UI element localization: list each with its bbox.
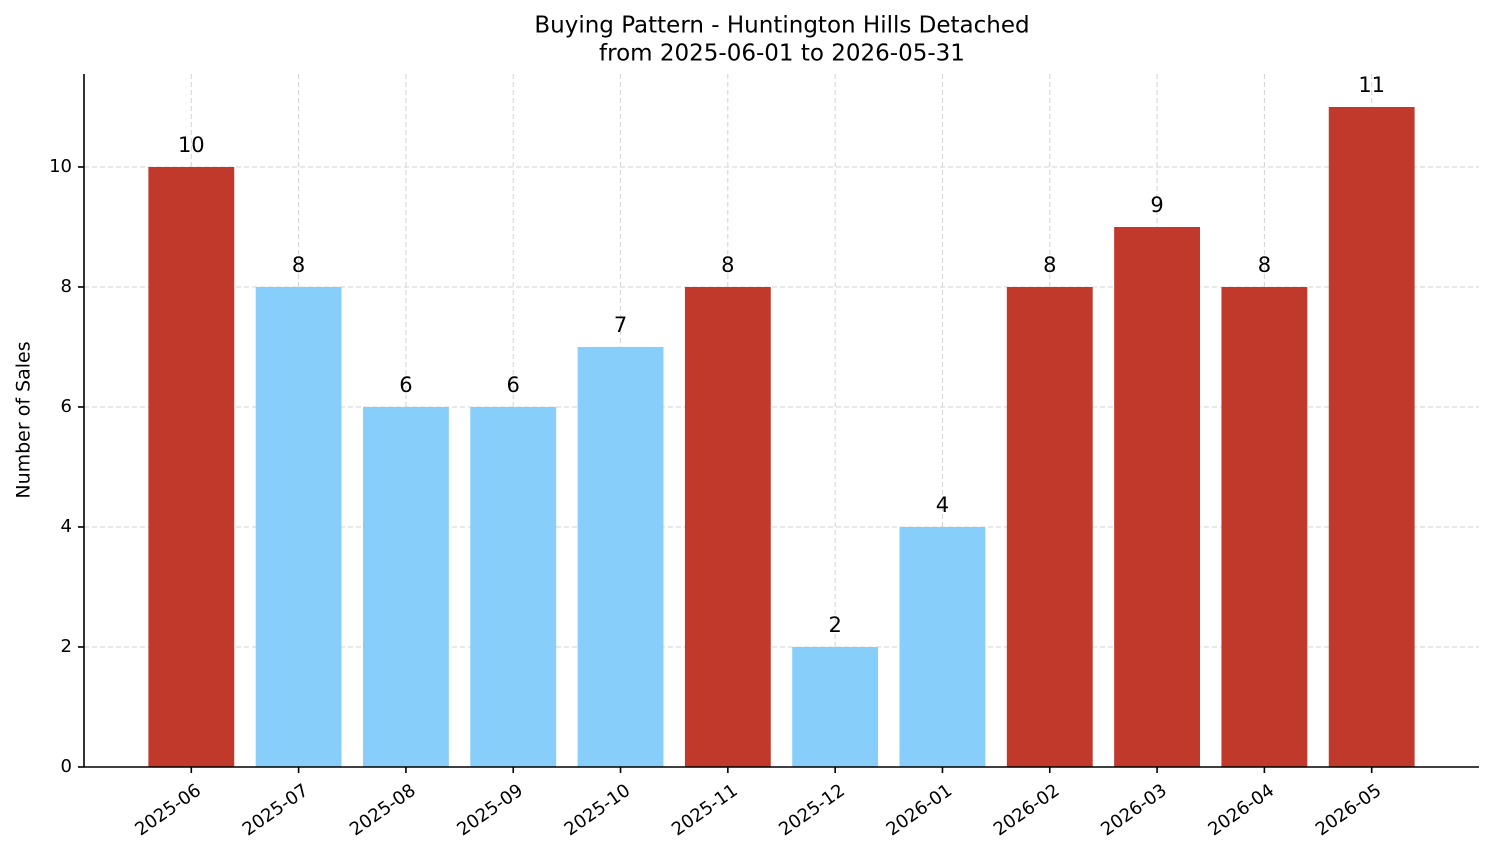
bar — [899, 527, 986, 767]
value-label: 11 — [1358, 73, 1385, 97]
y-tick-label: 10 — [49, 156, 72, 177]
bar — [1328, 107, 1415, 767]
value-label: 7 — [614, 313, 627, 337]
value-label: 9 — [1150, 193, 1163, 217]
bar — [255, 287, 342, 767]
value-label: 4 — [936, 493, 949, 517]
value-label: 8 — [1258, 253, 1271, 277]
x-tick-label: 2025-07 — [239, 780, 313, 840]
x-tick-label: 2026-02 — [990, 780, 1064, 840]
x-tick-label: 2025-11 — [668, 780, 742, 840]
x-tick-label: 2025-06 — [131, 780, 205, 840]
y-axis-label: Number of Sales — [13, 341, 35, 498]
bar — [1006, 287, 1093, 767]
value-label: 8 — [721, 253, 734, 277]
bar — [577, 347, 664, 767]
x-tick-label: 2025-08 — [346, 780, 420, 840]
bar — [363, 407, 449, 767]
value-label: 8 — [1043, 253, 1056, 277]
y-tick-label: 6 — [61, 396, 72, 417]
bar — [792, 647, 879, 767]
bar — [1221, 287, 1308, 767]
x-tick-label: 2025-12 — [775, 780, 849, 840]
chart-subtitle: from 2025-06-01 to 2026-05-31 — [599, 41, 965, 67]
bar — [684, 287, 771, 767]
value-label: 2 — [828, 613, 841, 637]
y-tick-label: 8 — [61, 276, 72, 297]
value-label: 6 — [507, 373, 520, 397]
value-label: 8 — [292, 253, 305, 277]
x-tick-label: 2026-05 — [1312, 780, 1386, 840]
y-tick-label: 0 — [61, 756, 72, 777]
bar — [470, 407, 557, 767]
y-tick-label: 4 — [61, 516, 72, 537]
x-tick-label: 2026-01 — [883, 780, 957, 840]
x-tick-label: 2025-10 — [561, 780, 635, 840]
x-tick-label: 2026-04 — [1204, 780, 1278, 840]
x-tick-label: 2026-03 — [1097, 780, 1171, 840]
chart-title: Buying Pattern - Huntington Hills Detach… — [534, 13, 1029, 39]
y-tick-label: 2 — [61, 636, 72, 657]
bar — [148, 167, 235, 767]
value-label: 10 — [178, 133, 205, 157]
bar — [1114, 227, 1200, 767]
x-tick-label: 2025-09 — [453, 780, 527, 840]
value-label: 6 — [399, 373, 412, 397]
